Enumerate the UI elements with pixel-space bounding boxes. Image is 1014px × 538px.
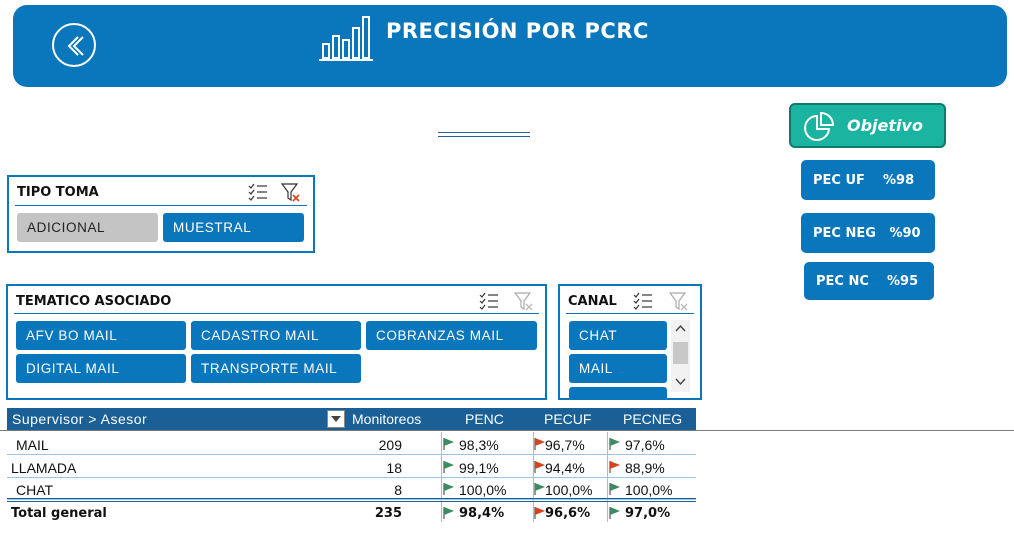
penc-value: 98,3% [459, 437, 499, 453]
slicer-tipo-toma: TIPO TOMA ADICIONAL MUESTRAL [7, 175, 315, 253]
page-title: PRECISIÓN POR PCRC [386, 19, 649, 43]
pivot-header-rule [0, 430, 1014, 431]
target-pec-uf: PEC UF %98 [801, 160, 935, 200]
total-row: Total general 235 98,4% 96,6% 97,0% [7, 502, 696, 524]
canal-scrollbar[interactable] [671, 320, 690, 392]
row-label[interactable]: LLAMADA [11, 460, 77, 476]
objetivo-label: Objetivo [847, 116, 923, 135]
chip-chat[interactable]: CHAT [569, 321, 667, 350]
clear-filter-icon[interactable] [669, 292, 689, 312]
flag-icon [609, 460, 621, 477]
row-label[interactable]: Total general [11, 506, 107, 521]
penc-value: 99,1% [459, 460, 499, 476]
chevron-left-icon [67, 36, 84, 56]
header-pecuf: PECUF [544, 411, 592, 427]
table-row: LLAMADA 18 99,1% 94,4% 88,9% [7, 456, 696, 478]
pie-chart-icon [804, 111, 835, 141]
clear-filter-icon[interactable] [281, 183, 301, 203]
header-monitoreos: Monitoreos [352, 411, 422, 427]
penc-value: 98,4% [459, 506, 505, 521]
chevron-up-icon[interactable] [675, 324, 686, 332]
pecuf-value: 100,0% [545, 482, 593, 498]
objetivo-button[interactable]: Objetivo [789, 103, 946, 148]
divider-line [438, 132, 530, 137]
chip-adicional[interactable]: ADICIONAL [17, 213, 158, 242]
multi-select-icon[interactable] [479, 292, 499, 310]
monitoreos-value: 18 [386, 460, 402, 476]
pecneg-value: 97,6% [625, 437, 665, 453]
header-penc: PENC [465, 411, 504, 427]
monitoreos-value: 209 [378, 437, 402, 453]
flag-icon [609, 437, 621, 454]
target-pec-nc: PEC NC %95 [804, 262, 934, 300]
pecneg-value: 88,9% [625, 460, 665, 476]
penc-value: 100,0% [459, 482, 507, 498]
monitoreos-value: 8 [394, 482, 402, 498]
flag-icon [534, 482, 546, 499]
chip-muestral[interactable]: MUESTRAL [163, 213, 304, 242]
row-label[interactable]: CHAT [16, 482, 54, 498]
total-rule [7, 498, 696, 502]
bar-chart-icon [319, 16, 373, 61]
scroll-thumb[interactable] [673, 342, 688, 364]
chip-partial[interactable] [569, 387, 667, 398]
header-banner: PRECISIÓN POR PCRC [13, 5, 1007, 87]
slicer-tematico: TEMATICO ASOCIADO AFV BO MAIL CADASTRO M… [6, 284, 547, 400]
header-pecneg: PECNEG [623, 411, 683, 427]
pecuf-value: 96,6% [545, 506, 591, 521]
slicer-title: TEMATICO ASOCIADO [16, 294, 172, 309]
slicer-rule [566, 313, 694, 314]
multi-select-icon[interactable] [248, 183, 268, 201]
chip-afv-bo-mail[interactable]: AFV BO MAIL [16, 321, 186, 350]
row-label[interactable]: MAIL [16, 437, 49, 453]
clear-filter-icon[interactable] [514, 292, 534, 312]
pivot-header-row: Supervisor > Asesor Monitoreos PENC PECU… [7, 408, 696, 430]
slicer-title: CANAL [568, 294, 617, 309]
filter-dropdown-button[interactable] [327, 410, 345, 428]
pecuf-value: 96,7% [545, 437, 585, 453]
table-row: CHAT 8 100,0% 100,0% 100,0% [7, 478, 696, 500]
slicer-rule [14, 313, 539, 314]
flag-icon [534, 460, 546, 477]
header-supervisor-asesor: Supervisor > Asesor [12, 411, 148, 427]
multi-select-icon[interactable] [633, 292, 653, 310]
chip-mail[interactable]: MAIL [569, 354, 667, 383]
monitoreos-value: 235 [374, 506, 402, 521]
chip-transporte-mail[interactable]: TRANSPORTE MAIL [191, 354, 361, 383]
chip-cobranzas-mail[interactable]: COBRANZAS MAIL [366, 321, 537, 350]
back-button[interactable] [52, 23, 96, 67]
pecneg-value: 97,0% [625, 506, 671, 521]
flag-icon [443, 482, 455, 499]
flag-icon [534, 506, 546, 524]
target-pec-neg: PEC NEG %90 [801, 213, 935, 253]
flag-icon [443, 460, 455, 477]
flag-icon [443, 506, 455, 524]
flag-icon [609, 482, 621, 499]
pecuf-value: 94,4% [545, 460, 585, 476]
pecneg-value: 100,0% [625, 482, 673, 498]
flag-icon [534, 437, 546, 454]
chip-digital-mail[interactable]: DIGITAL MAIL [16, 354, 186, 383]
flag-icon [443, 437, 455, 454]
chip-cadastro-mail[interactable]: CADASTRO MAIL [191, 321, 361, 350]
slicer-rule [15, 205, 307, 206]
table-row: MAIL 209 98,3% 96,7% 97,6% [7, 433, 696, 455]
chevron-down-icon[interactable] [675, 378, 686, 386]
dropdown-arrow-icon [331, 416, 341, 422]
slicer-title: TIPO TOMA [17, 185, 99, 200]
flag-icon [609, 506, 621, 524]
